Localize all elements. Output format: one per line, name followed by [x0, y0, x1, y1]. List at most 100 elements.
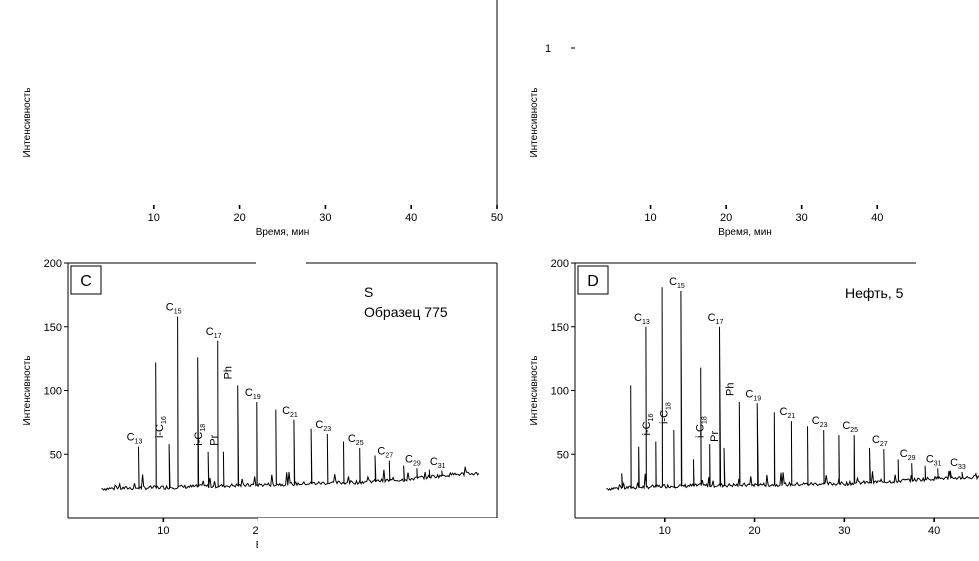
peak-label-text: C — [779, 406, 787, 418]
y-tick-label: 200 — [44, 258, 62, 270]
peak-label-subscript: 31 — [934, 460, 942, 467]
peak-label-text: C — [950, 457, 958, 469]
peak-label: C21 — [282, 405, 298, 419]
y-tick-label: 50 — [557, 449, 569, 461]
peak-label-text: C — [745, 388, 753, 400]
peak-label-text: C — [166, 302, 174, 314]
chart-panel-c: 1020304050100150200Время, минИнтенсивнос… — [22, 258, 498, 551]
chart-panel-b: 10 20 30 40 1 Время, мин Интенсивность — [529, 43, 883, 238]
peak-label-subscript: 27 — [880, 441, 888, 448]
cropped-region-bottom-left — [258, 518, 508, 561]
peak-label-subscript: 21 — [787, 413, 795, 420]
peak-label: C17 — [206, 326, 222, 340]
peak-label-subscript: 15 — [174, 309, 182, 316]
peak-label: Pr — [709, 431, 721, 442]
peak-label: C15 — [669, 276, 685, 290]
y-tick-label: 150 — [44, 322, 62, 334]
x-tick-label: 30 — [796, 212, 808, 224]
peak-label-subscript: 18 — [200, 424, 207, 432]
peak-label-text: C — [127, 432, 135, 444]
peak-label: C17 — [708, 312, 724, 326]
peak-label: C31 — [430, 456, 446, 470]
peak-label-text: C — [669, 276, 677, 288]
chart-panel-a: 10 20 30 40 50 Время, мин Интенсивность — [22, 0, 503, 238]
x-tick-label: 20 — [233, 212, 245, 224]
peak-label: C27 — [872, 434, 888, 448]
y-tick-label: 1 — [545, 43, 551, 55]
x-tick-label: 40 — [871, 212, 883, 224]
peak-label: C33 — [950, 457, 966, 471]
peak-label-subscript: 17 — [716, 319, 724, 326]
peak-label: i-C18 — [659, 402, 673, 424]
peak-label: C21 — [779, 406, 795, 420]
peak-label-text: C — [812, 415, 820, 427]
peak-label: C15 — [166, 302, 182, 316]
peak-label: i-C18 — [193, 424, 207, 446]
peak-label-text: C — [377, 446, 385, 458]
peak-label: Pr — [208, 434, 220, 445]
peak-label-subscript: 31 — [438, 463, 446, 470]
peak-label-subscript: 17 — [214, 333, 222, 340]
chromatogram-trace — [606, 287, 979, 492]
peak-label-text: C — [405, 453, 413, 465]
peak-label: i-C18 — [695, 416, 709, 438]
peak-label-text: C — [245, 387, 253, 399]
peak-label: Ph — [724, 383, 736, 396]
x-tick-label: 20 — [720, 212, 732, 224]
x-axis-title: Время, мин — [256, 227, 310, 238]
peak-label: Ph — [223, 366, 235, 379]
peak-label-text: Ph — [223, 366, 235, 379]
peak-label-subscript: 19 — [253, 394, 261, 401]
peak-label: C23 — [315, 419, 331, 433]
peak-label: C13 — [127, 432, 143, 446]
y-axis-title: Интенсивность — [529, 87, 540, 157]
x-tick-label: 10 — [157, 525, 169, 537]
chart-panel-d: 10 20 30 40 50 100 150 200 Интенсивность D Нефть, … — [529, 258, 979, 537]
x-tick-label: 40 — [928, 525, 940, 537]
sample-label: Нефть, 5 — [845, 285, 904, 301]
peak-label-text: i-C — [695, 424, 707, 438]
peak-label-text: i-C — [659, 410, 671, 424]
peak-label-subscript: 23 — [820, 422, 828, 429]
peak-label-text: C — [282, 405, 290, 417]
y-tick-label: 200 — [551, 258, 569, 270]
peak-label-text: C — [842, 420, 850, 432]
y-axis-title: Интенсивность — [22, 355, 33, 425]
y-tick-label: 100 — [551, 386, 569, 398]
chromatogram-trace — [101, 316, 480, 492]
peak-label-text: Ph — [724, 383, 736, 396]
peak-label-subscript: 16 — [161, 416, 168, 424]
peak-label-text: i-C — [641, 421, 653, 435]
peak-label: C19 — [245, 387, 261, 401]
peak-label: i-C16 — [154, 416, 168, 438]
peak-label-text: C — [900, 448, 908, 460]
peak-label-subscript: 23 — [323, 426, 331, 433]
panel-label-box — [70, 265, 102, 295]
y-tick-label: 100 — [44, 386, 62, 398]
peak-label-subscript: 29 — [908, 455, 916, 462]
peak-label-text: C — [634, 312, 642, 324]
x-tick-label: 40 — [405, 212, 417, 224]
peak-label-text: C — [430, 456, 438, 468]
x-tick-label: 30 — [838, 525, 850, 537]
x-tick-label: 10 — [644, 212, 656, 224]
peak-label: C29 — [900, 448, 916, 462]
x-axis-title: Время, мин — [718, 227, 772, 238]
peak-label: C31 — [926, 453, 942, 467]
peak-label-text: C — [872, 434, 880, 446]
cropped-region-top-center — [256, 254, 306, 270]
peak-label-subscript: 33 — [958, 464, 966, 471]
peak-label-text: Pr — [208, 434, 220, 445]
peak-label-subscript: 29 — [413, 460, 421, 467]
peak-label-subscript: 25 — [850, 427, 858, 434]
peak-label: C29 — [405, 453, 421, 467]
peak-label: i-C16 — [641, 414, 655, 436]
peak-label-subscript: 19 — [753, 395, 761, 402]
peak-label: C19 — [745, 388, 761, 402]
peak-label: C27 — [377, 446, 393, 460]
peak-label: C23 — [812, 415, 828, 429]
y-axis-title: Интенсивность — [529, 355, 540, 425]
peak-label-subscript: 13 — [642, 319, 650, 326]
peak-label-subscript: 18 — [702, 416, 709, 424]
peak-label-text: C — [708, 312, 716, 324]
